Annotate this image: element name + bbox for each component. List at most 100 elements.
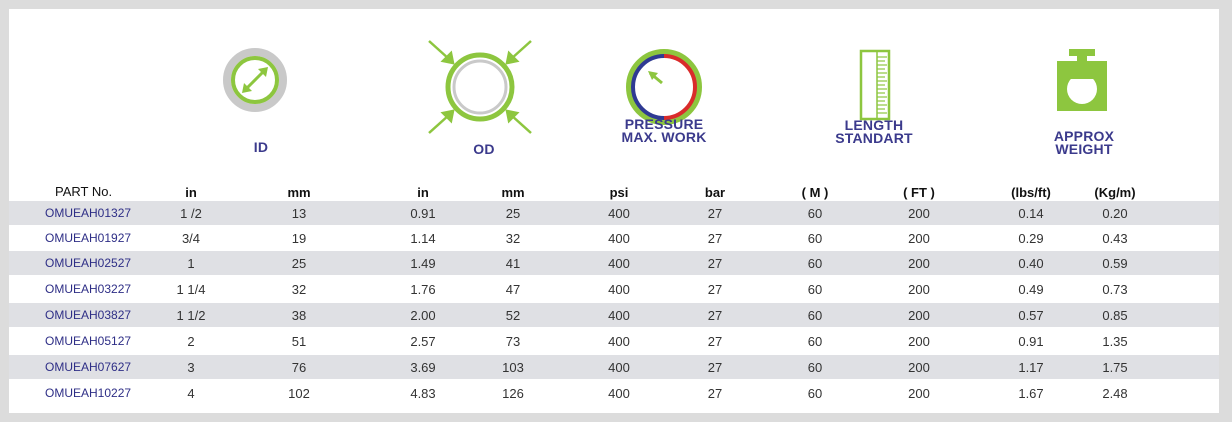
value-cell: 60 [807,334,823,349]
unit-header: ( M ) [801,185,829,200]
value-cell: 51 [291,334,307,349]
value-cell: 0.49 [1018,282,1044,297]
value-cell: 400 [608,282,630,297]
part-number-cell: OMUEAH03827 [45,308,132,322]
value-cell: 0.57 [1018,308,1044,323]
value-cell: 1.17 [1018,360,1044,375]
part-number-cell: OMUEAH02527 [45,256,132,270]
table-row: OMUEAH07627 3 76 3.69 103 400 27 60 200 1.17 1.75 [9,355,1219,379]
value-cell: 3/4 [181,231,201,246]
value-cell: 60 [807,360,823,375]
value-cell: 103 [502,360,524,375]
length-title-line1: LENGTH [844,117,904,133]
weight-title-line1: APPROX [1053,128,1115,144]
outer-diameter-icon [428,40,532,134]
unit-header: (lbs/ft) [1011,185,1051,200]
value-cell: 60 [807,206,823,221]
value-cell: 27 [707,360,723,375]
value-cell: 76 [291,360,307,375]
part-number-cell: OMUEAH03227 [45,282,132,296]
table-row: OMUEAH03227 1 1/4 32 1.76 47 400 27 60 200 0.49 0.… [9,277,1219,301]
id-title: ID [253,139,269,155]
value-cell: 13 [291,206,307,221]
value-cell: 41 [505,256,521,271]
weight-title: APPROX WEIGHT [1019,128,1149,157]
value-cell: 1 1/4 [176,282,206,297]
unit-header: (Kg/m) [1094,185,1136,200]
value-cell: 400 [608,206,630,221]
unit-header: mm [501,185,525,200]
value-cell: 200 [908,360,930,375]
part-number-cell: OMUEAH07627 [45,360,132,374]
part-number-cell: OMUEAH01327 [45,206,132,220]
value-cell: 0.73 [1102,282,1128,297]
value-cell: 0.91 [1018,334,1044,349]
value-cell: 60 [807,282,823,297]
value-cell: 0.14 [1018,206,1044,221]
value-cell: 60 [807,308,823,323]
value-cell: 0.29 [1018,231,1044,246]
value-cell: 3 [187,360,195,375]
value-cell: 19 [291,231,307,246]
value-cell: 1 /2 [180,206,202,221]
value-cell: 200 [908,206,930,221]
value-cell: 4 [187,386,195,401]
value-cell: 52 [505,308,521,323]
value-cell: 0.91 [410,206,436,221]
pressure-gauge-icon [626,49,702,125]
length-title: LENGTH STANDART [809,117,939,146]
value-cell: 200 [908,231,930,246]
length-title-line2: STANDART [835,130,913,146]
weight-title-line2: WEIGHT [1055,141,1113,157]
value-cell: 27 [707,386,723,401]
value-cell: 2.48 [1102,386,1128,401]
table-row: OMUEAH02527 1 25 1.49 41 400 27 60 200 0.40 0.59 [9,251,1219,275]
value-cell: 400 [608,231,630,246]
unit-header: mm [287,185,311,200]
pressure-title-line1: PRESSURE [624,116,704,132]
value-cell: 27 [707,231,723,246]
value-cell: 60 [807,256,823,271]
value-cell: 102 [288,386,310,401]
value-cell: 1 1/2 [176,308,206,323]
table-row: OMUEAH03827 1 1/2 38 2.00 52 400 27 60 200 0.57 0.… [9,303,1219,327]
value-cell: 1.14 [410,231,436,246]
weight-icon [1057,49,1107,111]
unit-header: ( FT ) [903,185,935,200]
od-title: OD [473,141,495,157]
value-cell: 47 [505,282,521,297]
value-cell: 4.83 [410,386,436,401]
value-cell: 32 [505,231,521,246]
unit-header: bar [704,185,726,200]
table-row: OMUEAH01327 1 /2 13 0.91 25 400 27 60 200 0.14 0.2… [9,201,1219,225]
value-cell: 60 [807,231,823,246]
table-row: OMUEAH10227 4 102 4.83 126 400 27 60 200 1.67 2.48 [9,381,1219,405]
part-number-cell: OMUEAH05127 [45,334,132,348]
value-cell: 126 [502,386,524,401]
value-cell: 0.85 [1102,308,1128,323]
value-cell: 32 [291,282,307,297]
value-cell: 1.35 [1102,334,1128,349]
value-cell: 25 [505,206,521,221]
value-cell: 2 [187,334,195,349]
value-cell: 0.43 [1102,231,1128,246]
value-cell: 27 [707,256,723,271]
value-cell: 400 [608,360,630,375]
value-cell: 400 [608,386,630,401]
value-cell: 1.49 [410,256,436,271]
value-cell: 200 [908,334,930,349]
value-cell: 200 [908,256,930,271]
value-cell: 73 [505,334,521,349]
value-cell: 25 [291,256,307,271]
unit-header: psi [609,185,629,200]
value-cell: 1.76 [410,282,436,297]
value-cell: 3.69 [410,360,436,375]
value-cell: 200 [908,308,930,323]
pressure-title-line2: MAX. WORK [621,129,707,145]
value-cell: 0.40 [1018,256,1044,271]
inner-diameter-icon [223,48,287,112]
value-cell: 27 [707,206,723,221]
value-cell: 2.00 [410,308,436,323]
unit-header: in [185,185,197,200]
value-cell: 27 [707,334,723,349]
